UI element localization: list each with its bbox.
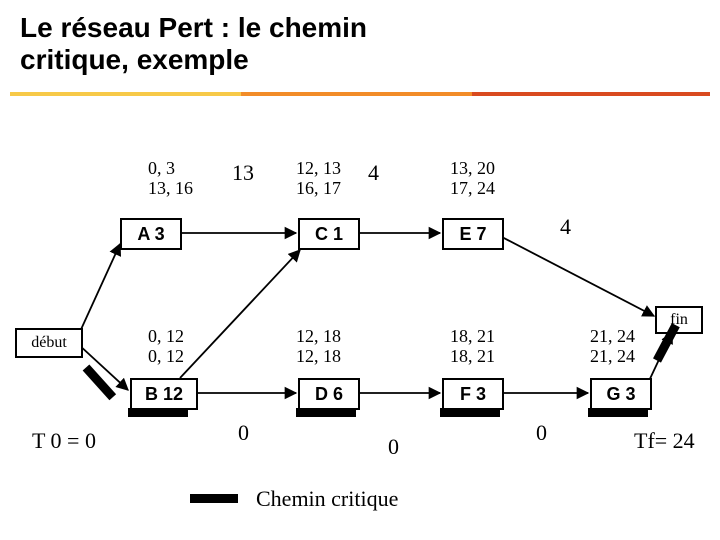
D-lslf: 12, 18	[296, 346, 341, 367]
B-esef: 0, 12	[148, 326, 184, 347]
node-C: C 1	[298, 218, 360, 250]
node-A-label: A 3	[137, 224, 164, 245]
G-lslf: 21, 24	[590, 346, 635, 367]
crit-bar-4	[588, 408, 648, 417]
crit-bar-1	[128, 408, 188, 417]
node-start: début	[15, 328, 83, 358]
node-C-label: C 1	[315, 224, 343, 245]
tf-label: Tf= 24	[634, 428, 695, 454]
title-divider	[10, 92, 710, 96]
node-D: D 6	[298, 378, 360, 410]
node-B-label: B 12	[145, 384, 183, 405]
node-D-label: D 6	[315, 384, 343, 405]
page-title: Le réseau Pert : le chemin critique, exe…	[20, 12, 367, 76]
node-F: F 3	[442, 378, 504, 410]
node-B: B 12	[130, 378, 198, 410]
A-slack: 13	[232, 160, 254, 186]
node-E-label: E 7	[459, 224, 486, 245]
edge-E-fin	[500, 236, 654, 316]
node-F-label: F 3	[460, 384, 486, 405]
E-esef: 13, 20	[450, 158, 495, 179]
node-G: G 3	[590, 378, 652, 410]
t0-label: T 0 = 0	[32, 428, 96, 454]
A-esef: 0, 3	[148, 158, 175, 179]
C-lslf: 16, 17	[296, 178, 341, 199]
node-G-label: G 3	[606, 384, 635, 405]
G-esef: 21, 24	[590, 326, 635, 347]
network-svg	[0, 0, 720, 540]
title-line2: critique, exemple	[20, 44, 249, 75]
A-lslf: 13, 16	[148, 178, 193, 199]
crit-bar-3	[440, 408, 500, 417]
F-lslf: 18, 21	[450, 346, 495, 367]
edge-B-C	[180, 250, 300, 378]
zero-f: 0	[536, 420, 547, 446]
title-line1: Le réseau Pert : le chemin	[20, 12, 367, 43]
crit-bar-0	[83, 364, 116, 400]
node-end: fin	[655, 306, 703, 334]
chemin-critique-label: Chemin critique	[256, 486, 398, 512]
D-esef: 12, 18	[296, 326, 341, 347]
zero-b: 0	[238, 420, 249, 446]
zero-d: 0	[388, 434, 399, 460]
E-lslf: 17, 24	[450, 178, 495, 199]
crit-bar-6	[190, 494, 238, 503]
F-esef: 18, 21	[450, 326, 495, 347]
edge-start-A	[78, 244, 120, 336]
crit-bar-2	[296, 408, 356, 417]
B-lslf: 0, 12	[148, 346, 184, 367]
node-start-label: début	[31, 334, 67, 352]
E-slack: 4	[560, 214, 571, 240]
node-E: E 7	[442, 218, 504, 250]
node-A: A 3	[120, 218, 182, 250]
C-slack: 4	[368, 160, 379, 186]
C-esef: 12, 13	[296, 158, 341, 179]
